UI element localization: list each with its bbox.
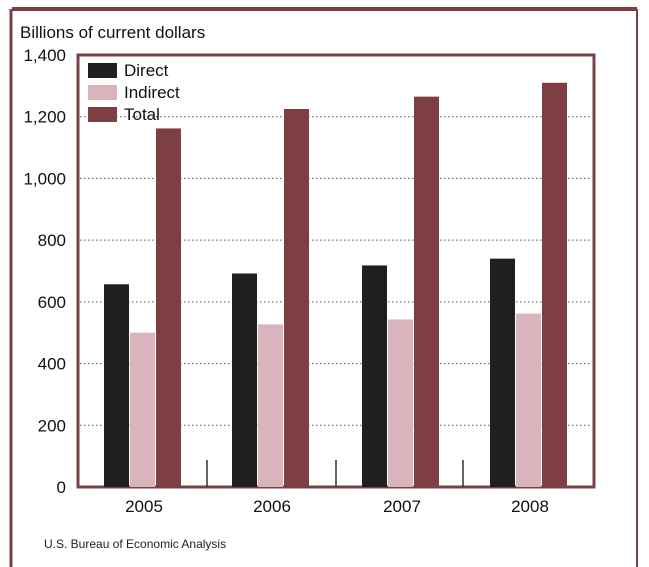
bar-direct-2008 — [490, 258, 515, 487]
category-separators — [206, 460, 464, 487]
y-tick-label: 800 — [38, 231, 66, 250]
x-tick-label: 2006 — [253, 497, 291, 516]
legend-label-direct: Direct — [124, 61, 169, 80]
legend-label-indirect: Indirect — [124, 83, 180, 102]
legend-swatch-indirect — [88, 85, 117, 100]
x-tick-label: 2007 — [383, 497, 421, 516]
y-axis-title: Billions of current dollars — [20, 23, 205, 42]
y-tick-label: 400 — [38, 355, 66, 374]
x-tick-labels: 2005 2006 2007 2008 — [125, 497, 549, 516]
y-tick-label: 1,400 — [23, 46, 66, 65]
bar-direct-2005 — [104, 284, 129, 487]
legend: Direct Indirect Total — [88, 61, 180, 124]
y-tick-label: 200 — [38, 416, 66, 435]
y-tick-labels: 0 200 400 600 800 1,000 1,200 1,400 — [23, 46, 66, 497]
bar-direct-2007 — [362, 265, 387, 487]
y-tick-label: 1,200 — [23, 108, 66, 127]
bar-total-2005 — [156, 128, 181, 487]
bar-total-2007 — [414, 96, 439, 488]
bar-direct-2006 — [232, 273, 257, 487]
legend-swatch-direct — [88, 63, 117, 78]
x-tick-label: 2008 — [511, 497, 549, 516]
y-tick-label: 1,000 — [23, 169, 66, 188]
bar-total-2008 — [542, 82, 567, 488]
bar-indirect-2006 — [258, 324, 283, 487]
bar-indirect-2005 — [130, 332, 155, 487]
y-tick-label: 600 — [38, 293, 66, 312]
bars — [104, 82, 567, 488]
x-tick-label: 2005 — [125, 497, 163, 516]
legend-label-total: Total — [124, 105, 160, 124]
legend-swatch-total — [88, 107, 117, 122]
bar-indirect-2007 — [388, 319, 413, 487]
bar-indirect-2008 — [516, 313, 541, 487]
source-note: U.S. Bureau of Economic Analysis — [44, 537, 226, 551]
y-tick-label: 0 — [57, 478, 66, 497]
bar-total-2006 — [284, 109, 309, 487]
